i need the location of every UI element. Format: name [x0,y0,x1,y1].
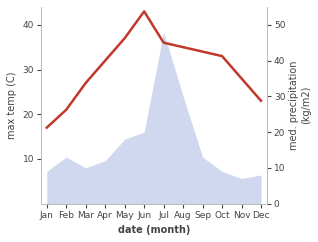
Y-axis label: med. precipitation
(kg/m2): med. precipitation (kg/m2) [289,60,311,150]
Y-axis label: max temp (C): max temp (C) [7,71,17,139]
X-axis label: date (month): date (month) [118,225,190,235]
